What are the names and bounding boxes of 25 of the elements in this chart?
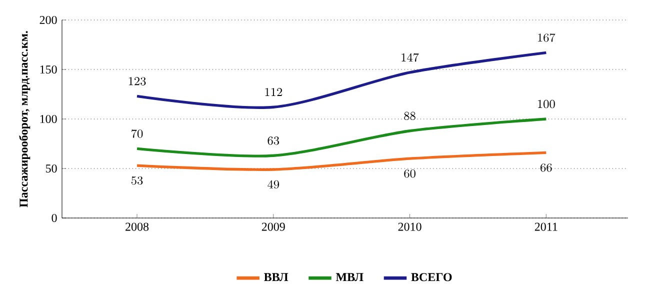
- y-tick-label: 0: [52, 214, 57, 222]
- x-tick-label: 2008: [126, 222, 149, 231]
- y-tick-label: 150: [40, 65, 57, 74]
- legend-label: ВСЕГО: [411, 273, 452, 282]
- data-label: 147: [402, 53, 419, 62]
- x-tick-label: 2011: [534, 222, 558, 231]
- data-label: 112: [265, 88, 282, 96]
- data-label: 70: [132, 129, 143, 138]
- data-label: 66: [540, 164, 552, 172]
- legend-label: ВВЛ: [264, 273, 288, 282]
- y-tick-label: 50: [46, 164, 57, 173]
- x-tick-label: 2009: [262, 222, 285, 231]
- data-label: 63: [268, 136, 280, 145]
- data-label: 53: [131, 176, 143, 185]
- data-label: 60: [404, 169, 416, 178]
- data-label: 123: [128, 77, 146, 86]
- y-tick-label: 100: [40, 114, 57, 124]
- data-label: 100: [538, 100, 555, 108]
- data-label: 49: [268, 180, 280, 189]
- x-tick-label: 2010: [398, 222, 422, 231]
- data-label: 88: [404, 112, 416, 120]
- y-axis-title: Пассажирооборот, млрд.пасс.км.: [18, 31, 30, 208]
- y-tick-label: 200: [40, 16, 57, 24]
- data-label: 167: [538, 33, 556, 42]
- legend-label: МВЛ: [336, 273, 364, 282]
